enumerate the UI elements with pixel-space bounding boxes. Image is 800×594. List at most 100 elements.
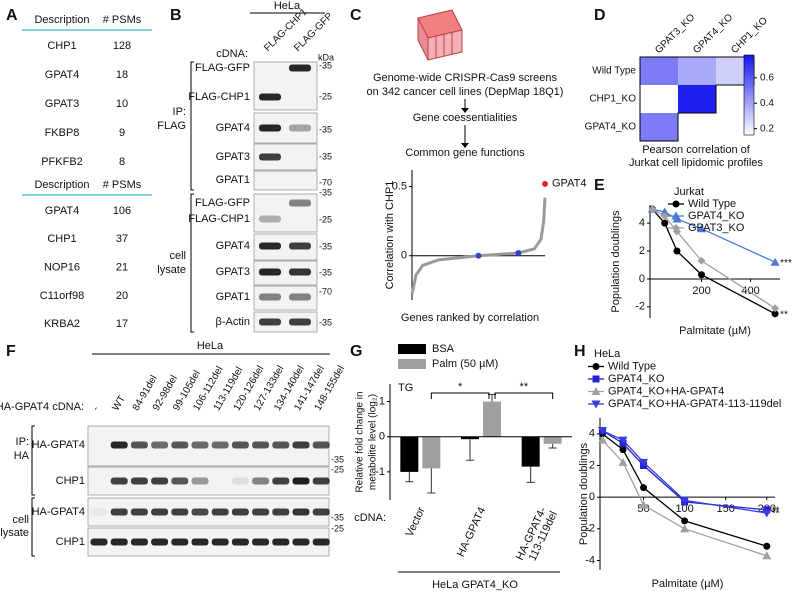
x-tick-label: 400 [741, 285, 759, 297]
blot-band [211, 441, 229, 449]
size-marker: -35 [319, 151, 332, 161]
blot-band [130, 538, 148, 546]
blot-band [312, 508, 330, 516]
heatmap-cell [640, 113, 678, 141]
table-cell: 17 [116, 318, 128, 330]
data-point [680, 524, 690, 533]
blot-band [211, 538, 229, 546]
blot-band [259, 215, 281, 223]
table-header: # PSMs [103, 179, 142, 191]
section-label: cell [169, 250, 186, 262]
legend-label: Palm (50 µM) [432, 358, 498, 370]
significance: * [458, 381, 463, 393]
blot-band [252, 508, 270, 516]
blot-band [191, 538, 209, 546]
blot-band [272, 538, 290, 546]
blot-band [312, 538, 330, 546]
panel-label: A [6, 7, 18, 24]
y-tick-label: 0 [379, 431, 385, 443]
blot-row-label: GPAT3 [216, 266, 250, 278]
bar [483, 401, 501, 437]
data-point [640, 484, 648, 492]
legend-label: GPAT3_KO [688, 222, 745, 234]
blot-band [272, 477, 290, 485]
step-text: Gene coessentialities [413, 112, 518, 124]
error-bar [548, 443, 557, 449]
legend-label: GPAT4_KO [688, 210, 745, 222]
panel-label: F [6, 343, 16, 360]
column-label: CHP1_KO [729, 15, 770, 56]
data-point [681, 517, 689, 525]
y-axis-label: metabolite level (log₂) [368, 394, 379, 490]
data-point [639, 500, 649, 509]
highlight-label: GPAT4 [552, 178, 586, 190]
y-tick-label: 2 [589, 459, 595, 471]
y-tick-label: 2 [639, 245, 645, 257]
step-text: Common gene functions [405, 147, 525, 159]
y-tick-label: 0 [639, 273, 645, 285]
error-bar [466, 439, 474, 461]
blot-band [289, 242, 311, 250]
size-marker: -35 [319, 267, 332, 277]
legend-swatch [398, 344, 426, 354]
table-cell: CHP1 [47, 233, 76, 245]
arrow-head [461, 143, 469, 148]
metabolite-label: TG [398, 382, 413, 394]
data-point [771, 310, 779, 318]
table-cell: KRBA2 [44, 318, 80, 330]
blot-band [259, 293, 281, 301]
highlight-point [515, 249, 522, 256]
correlation-curve [410, 197, 547, 295]
row-label: GPAT4_KO [585, 122, 637, 133]
blot-band [289, 318, 311, 326]
blot-band [289, 293, 311, 301]
table-header: # PSMs [103, 14, 142, 26]
data-point [660, 212, 669, 221]
blot-row-label: GPAT1 [216, 174, 250, 186]
y-tick-label: -2 [635, 301, 645, 313]
y-axis-label: Population doublings [610, 210, 622, 313]
legend-marker [591, 387, 601, 395]
section-label: HA [14, 450, 30, 462]
table-cell: 20 [116, 290, 128, 302]
blot-row-label: CHP1 [56, 536, 85, 548]
blot-band [90, 508, 108, 516]
data-point [648, 205, 657, 214]
highlight-point [475, 252, 482, 259]
blot-band [289, 268, 311, 276]
blot-band [312, 441, 330, 449]
size-marker: -25 [319, 214, 332, 224]
section-label: IP: [173, 106, 186, 118]
size-marker: -35 [319, 60, 332, 70]
caption: Jurkat cell lipidomic profiles [629, 157, 763, 169]
plate-side [417, 17, 429, 61]
colorbar-tick-label: 0.4 [760, 98, 774, 109]
bar [422, 436, 441, 469]
blot-band [259, 318, 281, 326]
size-marker: -25 [319, 91, 332, 101]
x-axis-label: Genes ranked by correlation [401, 312, 539, 324]
legend-title: HeLa [594, 348, 621, 360]
significance-bracket [430, 392, 490, 399]
blot-row-label: FLAG-CHP1 [188, 213, 250, 225]
bar [543, 436, 562, 444]
table-cell: 106 [113, 205, 131, 217]
size-marker: -70 [319, 177, 332, 187]
panel-label: E [594, 177, 605, 194]
data-point [618, 457, 628, 466]
panel-label: C [350, 7, 362, 24]
blot-row-label: FLAG-GFP [195, 62, 250, 74]
legend-marker [671, 211, 681, 220]
blot-band [191, 508, 209, 516]
data-point [619, 446, 627, 454]
blot-band [272, 508, 290, 516]
section-bracket [190, 61, 194, 191]
blot-band [151, 508, 169, 516]
blot-band [231, 477, 249, 485]
blot-band [272, 441, 290, 449]
blot-band [90, 538, 108, 546]
section-bracket [31, 497, 35, 557]
kda-label: kDa [318, 52, 334, 62]
blot-band [252, 441, 270, 449]
